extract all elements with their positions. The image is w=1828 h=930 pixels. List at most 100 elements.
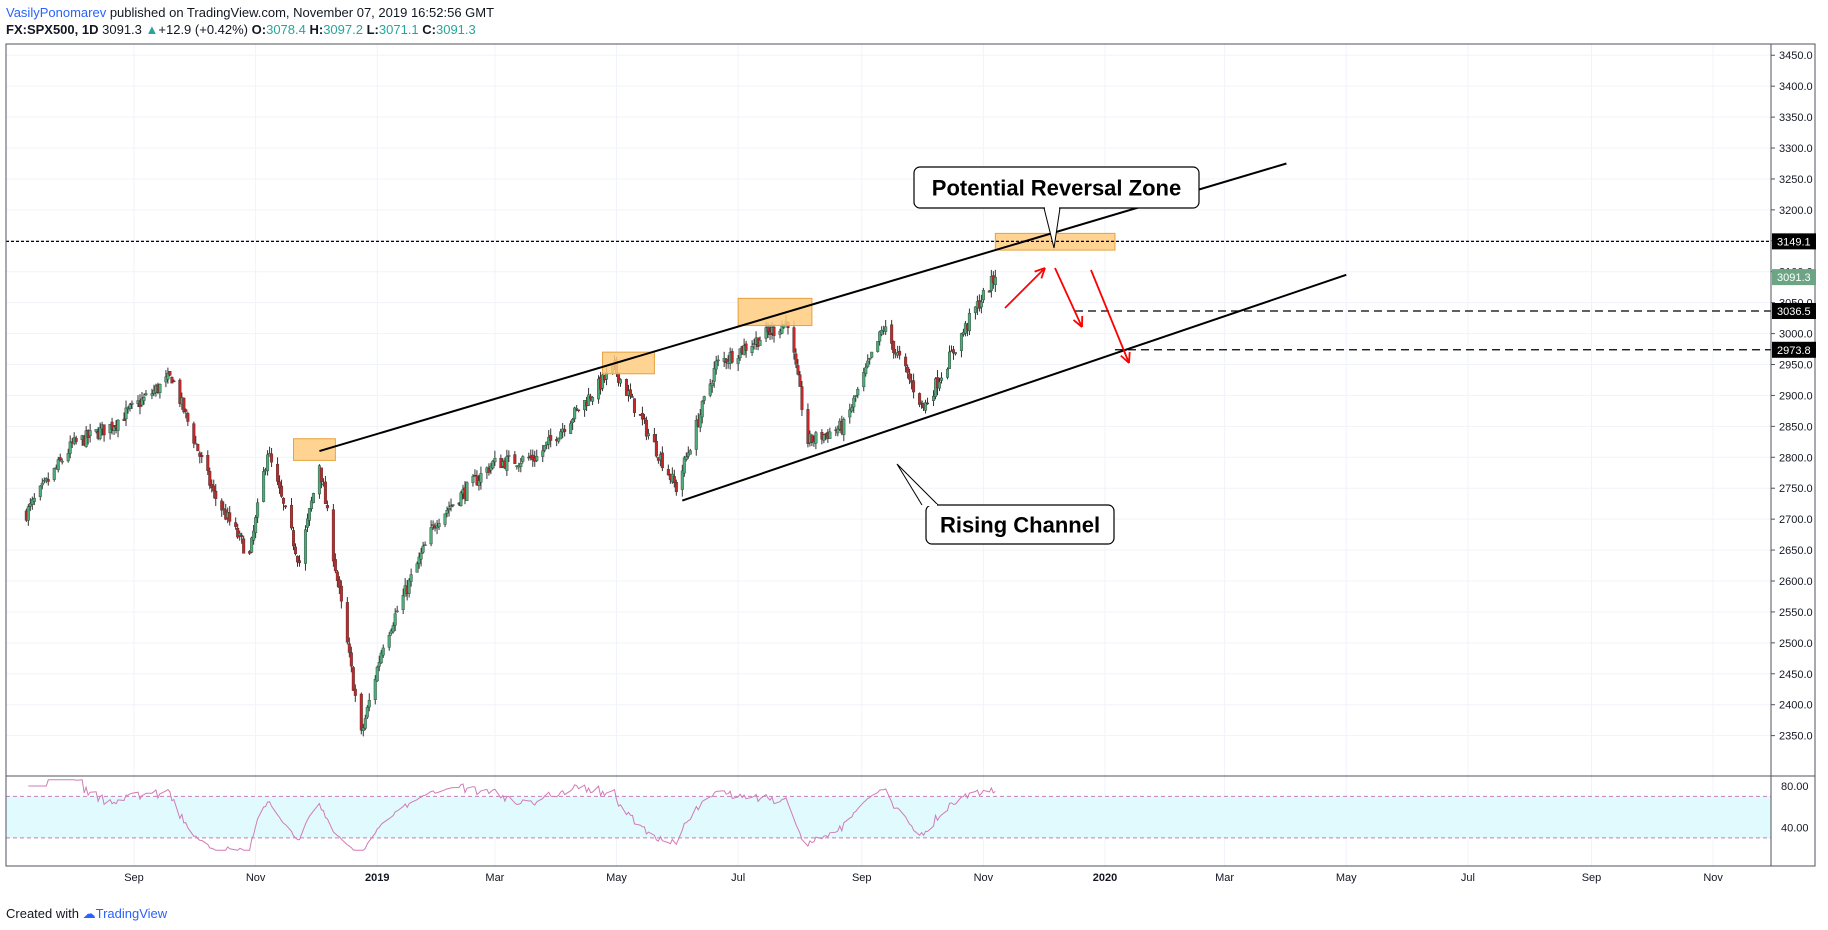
candle-body [710,382,714,387]
candle-body [252,530,256,541]
candle-body [379,652,383,664]
candle-body [311,493,315,503]
high-value: 3097.2 [323,22,363,37]
candle-body [140,398,144,406]
time-tick-label: Jul [731,872,745,884]
candle-body [674,482,678,493]
level-price-tag-bg [1772,233,1816,250]
candle-body [256,502,260,518]
candle-body [864,367,868,375]
candle-body [206,455,210,471]
candle-body [28,503,32,507]
candle-body [680,470,684,490]
candle-body [94,429,98,432]
candle-body [702,396,706,401]
price-tick-label: 3200.0 [1779,205,1813,217]
candle-body [884,326,888,332]
candle-body [353,688,357,696]
candle-body [987,290,991,293]
candle-body [852,397,856,408]
price-tick-label: 2400.0 [1779,700,1813,712]
candle-body [228,512,232,522]
candle-body [646,433,650,437]
candle-body [102,424,106,436]
candle-body [758,340,762,346]
close-label: C: [422,22,436,37]
candle-body [238,532,242,536]
candle-body [850,407,854,412]
candle-body [938,381,942,389]
candle-body [214,490,218,499]
tradingview-brand-link[interactable]: TradingView [95,906,168,921]
price-tick-label: 3350.0 [1779,112,1813,124]
candle-body [959,333,963,351]
candle-body [451,504,455,506]
potential-reversal-zone-callout[interactable]: Potential Reversal Zone [913,166,1200,249]
candle-body [200,455,204,457]
candle-body [387,634,391,648]
reversal-zone[interactable] [602,351,655,375]
candle-body [507,455,511,457]
candle-body [644,419,648,437]
candle-body [325,505,329,509]
candle-body [421,545,425,553]
candle-body [493,457,497,463]
candle-body [445,510,449,514]
candle-body [587,394,591,406]
candle-body [303,529,307,564]
footer: Created with ☁TradingView [6,906,167,922]
candle-body [192,423,196,444]
candle-body [110,421,114,430]
candle-body [870,351,874,358]
candle-body [945,368,949,378]
candle-body [46,479,50,482]
reversal-zone[interactable] [293,438,336,461]
candle-body [708,383,712,396]
time-tick-label: Sep [1582,872,1602,884]
candle-body [240,534,244,538]
candle-body [307,508,311,521]
candle-body [26,506,30,521]
author-link[interactable]: VasilyPonomarev [6,5,107,20]
reversal-zone[interactable] [737,297,813,327]
candle-body [682,457,686,474]
candle-body [278,481,282,489]
open-label: O: [251,22,267,37]
candle-body [459,492,463,506]
candle-body [660,452,664,469]
time-tick-label: Sep [852,872,872,884]
candle-body [796,365,800,375]
candle-body [792,327,796,353]
candle-body [854,395,858,397]
candle-body [242,538,246,554]
candle-body [98,427,102,439]
candle-body [543,445,547,451]
candle-body [700,400,704,418]
candle-body [116,419,120,431]
candle-body [415,563,419,573]
low-value: 3071.1 [378,22,419,37]
candle-body [196,443,200,452]
candle-body [144,393,148,396]
candle-body [993,276,997,285]
candle-body [208,471,212,486]
candle-body [856,389,860,396]
candle-body [800,386,804,410]
time-tick-label: Sep [124,872,144,884]
channel-line[interactable] [681,273,1347,502]
candle-body [640,413,644,420]
candle-body [361,727,365,731]
candle-body [890,324,894,344]
channel-line[interactable] [319,162,1287,453]
candle-body [716,359,720,362]
candle-body [577,409,581,412]
rising-channel-callout[interactable]: Rising Channel [896,463,1115,545]
ticker-symbol[interactable]: FX:SPX500, 1D [6,22,99,37]
price-tick-label: 2850.0 [1779,421,1813,433]
rsi-band [6,796,1771,838]
candle-body [814,432,818,444]
candle-body [513,454,517,464]
candle-body [276,463,280,482]
candle-body [810,434,814,443]
